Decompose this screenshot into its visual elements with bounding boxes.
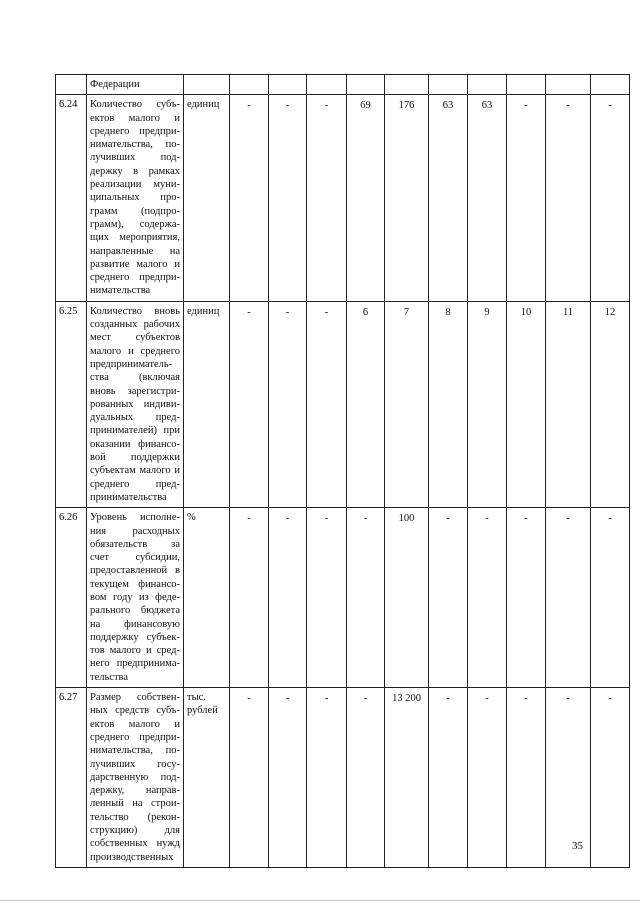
value-cell: - [229, 300, 269, 509]
unit-cell: тыс. рублей [183, 687, 230, 868]
value-cell: 11 [545, 300, 591, 509]
value-cell: 63 [467, 94, 507, 302]
value-cell: - [467, 687, 507, 868]
indicator-description: Количество субъ­ектов малого и среднего … [86, 94, 184, 302]
value-cell: - [268, 300, 307, 509]
value-cell: - [545, 687, 591, 868]
table-row: 6.26 Уровень исполне­ния расходных обязат… [55, 507, 630, 689]
value-cell: - [545, 507, 591, 689]
value-cell: 176 [384, 94, 429, 302]
value-cell: - [428, 687, 468, 868]
value-cell: - [467, 507, 507, 689]
indicator-description: Уровень исполне­ния расходных обязательс… [86, 507, 184, 689]
scan-edge-line [0, 900, 640, 901]
value-cell: - [268, 94, 307, 302]
value-cell: 69 [346, 94, 385, 302]
value-cell: - [590, 94, 630, 302]
value-cell: - [346, 687, 385, 868]
value-cell: - [229, 94, 269, 302]
unit-cell: единиц [183, 300, 230, 509]
value-cell: 9 [467, 300, 507, 509]
value-cell: - [506, 507, 546, 689]
value-cell: - [590, 507, 630, 689]
value-cell: 8 [428, 300, 468, 509]
value-cell: - [346, 507, 385, 689]
value-cell: - [590, 687, 630, 868]
unit-cell: % [183, 507, 230, 689]
value-cell: 100 [384, 507, 429, 689]
value-cell: - [545, 94, 591, 302]
value-cell: - [306, 687, 347, 868]
indicator-description: Количество вновь созданных рабочих мест … [86, 300, 184, 509]
value-cell: 13 200 [384, 687, 429, 868]
value-cell: 63 [428, 94, 468, 302]
value-cell: - [506, 94, 546, 302]
page-number: 35 [572, 840, 583, 852]
value-cell: - [306, 300, 347, 509]
value-cell: - [306, 507, 347, 689]
indicator-description: Размер собствен­ных средств субъ­ектов м… [86, 687, 184, 868]
value-cell: - [428, 507, 468, 689]
value-cell: - [229, 507, 269, 689]
table-row: 6.27 Размер собствен­ных средств субъ­ект… [55, 687, 630, 868]
value-cell: - [229, 687, 269, 868]
table-row: 6.25 Количество вновь созданных рабочих м… [55, 300, 630, 509]
header-continuation-row: Федерации [55, 73, 630, 96]
value-cell: 7 [384, 300, 429, 509]
row-number: 6.27 [55, 687, 87, 868]
table-row: 6.24 Количество субъ­ектов малого и средн… [55, 94, 630, 302]
value-cell: 6 [346, 300, 385, 509]
row-number: 6.24 [55, 94, 87, 302]
value-cell: - [306, 94, 347, 302]
value-cell: 10 [506, 300, 546, 509]
row-number: 6.25 [55, 300, 87, 509]
indicators-table: Федерации 6.24 Количество субъ­ектов мало… [55, 73, 630, 868]
header-description: Федерации [86, 73, 184, 96]
value-cell: - [506, 687, 546, 868]
unit-cell: единиц [183, 94, 230, 302]
value-cell: 12 [590, 300, 630, 509]
value-cell: - [268, 687, 307, 868]
row-number: 6.26 [55, 507, 87, 689]
value-cell: - [268, 507, 307, 689]
